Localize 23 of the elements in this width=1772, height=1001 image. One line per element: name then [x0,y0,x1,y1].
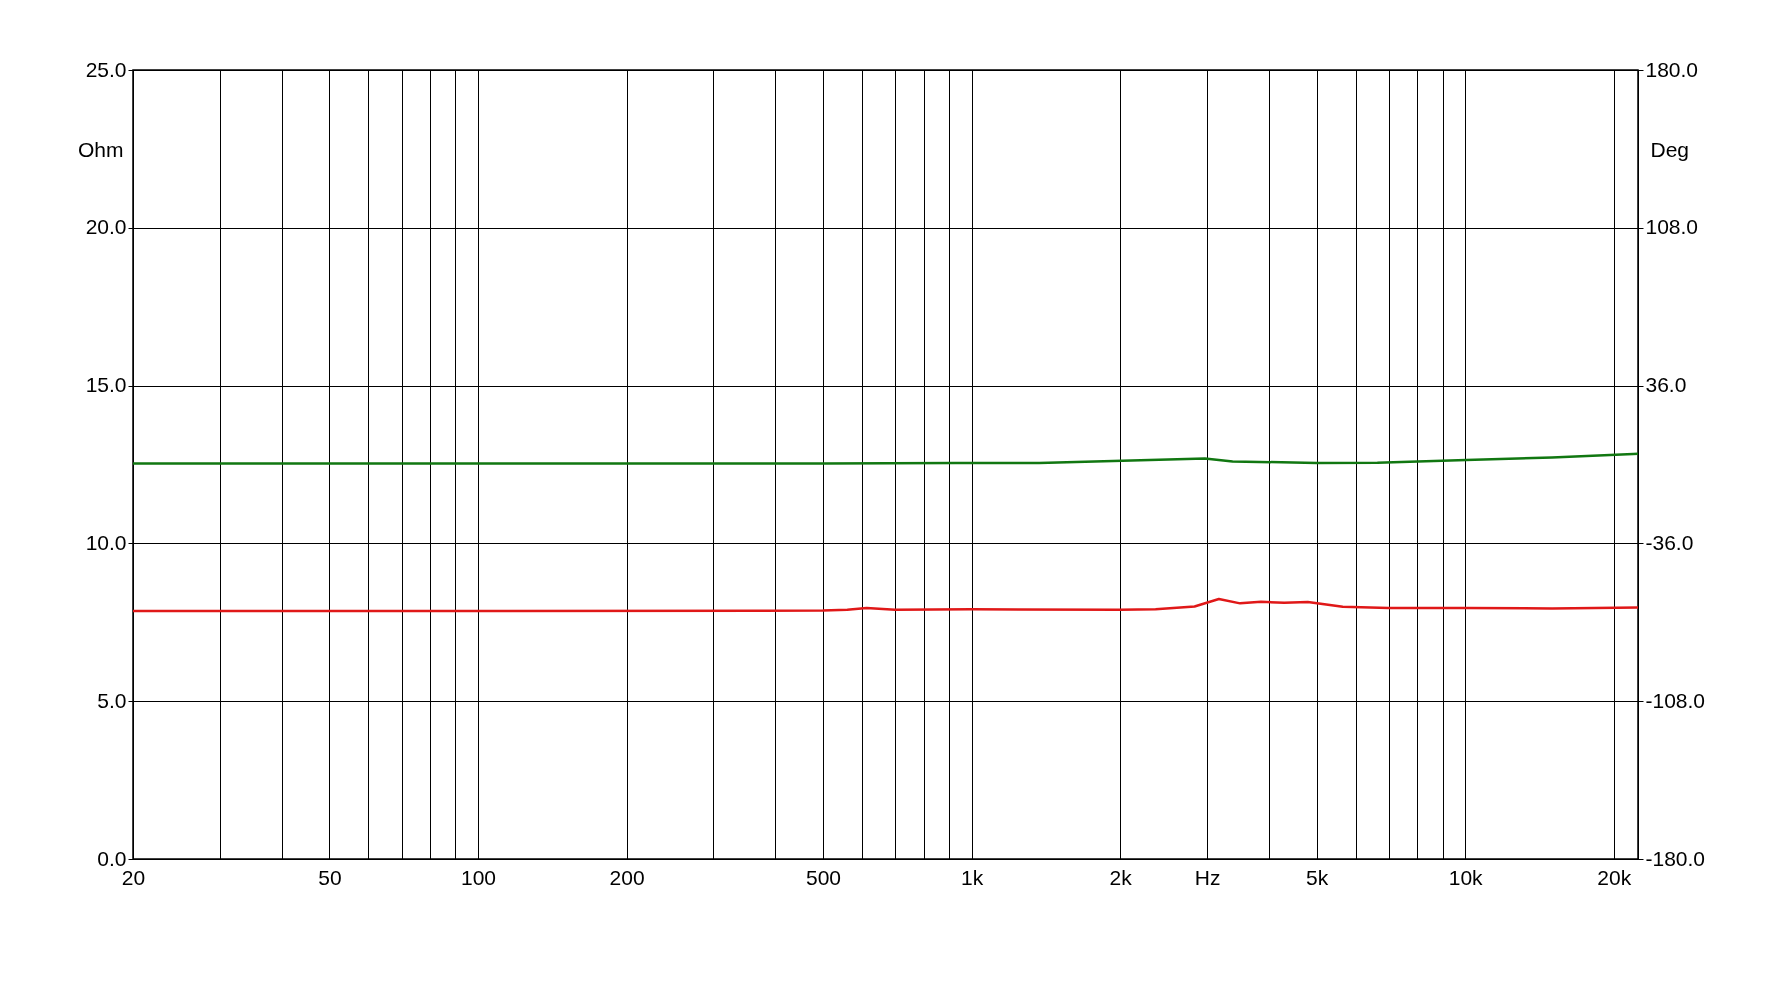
x-tick-label: 10k [1448,865,1484,889]
y2-tick-label: -180.0 [1645,846,1706,870]
x-tick-label: Hz [1194,865,1221,889]
y2-tick-label: 36.0 [1645,373,1687,397]
x-tick-label: 20k [1597,865,1632,889]
x-tick-label: 500 [805,865,841,889]
y-axis-title: Ohm [77,137,124,161]
x-tick-label: 50 [318,865,342,889]
x-tick-label: 5k [1305,865,1329,889]
x-tick-label: 200 [609,865,645,889]
x-tick-label: 1k [960,865,984,889]
y-tick-label: 20.0 [85,215,127,239]
y2-tick-label: -108.0 [1645,688,1706,712]
y-tick-label: 10.0 [85,530,127,554]
y2-tick-label: -36.0 [1645,530,1694,554]
y-tick-label: 15.0 [85,373,127,397]
y2-tick-label: 180.0 [1645,57,1699,81]
y2-axis-title: Deg [1650,137,1690,161]
x-tick-label: 100 [460,865,497,889]
x-tick-label: 2k [1109,865,1133,889]
y2-tick-label: 108.0 [1645,215,1699,239]
y-tick-label: 25.0 [85,57,127,81]
y-tick-label: 5.0 [97,688,127,712]
